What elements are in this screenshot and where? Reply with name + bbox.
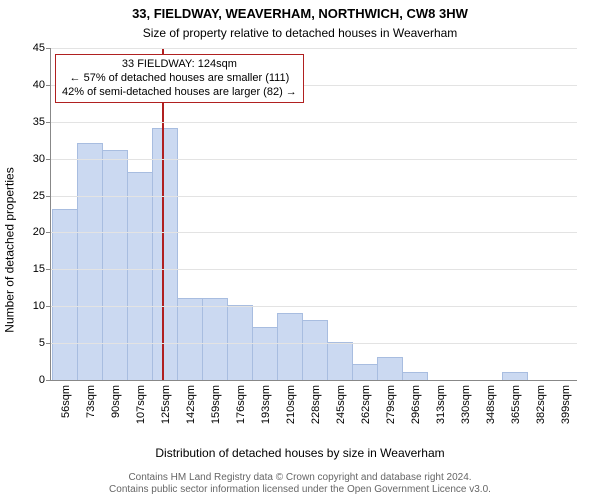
ytick-label: 10: [33, 300, 45, 312]
bar: [402, 372, 428, 380]
footer-line-1: Contains HM Land Registry data © Crown c…: [0, 472, 600, 484]
annotation-line: 42% of semi-detached houses are larger (…: [62, 86, 297, 100]
bar: [277, 313, 303, 380]
gridline: [51, 196, 577, 197]
gridline: [51, 232, 577, 233]
xtick-label: 56sqm: [60, 385, 72, 418]
xtick-label: 228sqm: [310, 385, 322, 424]
footer-line-2: Contains public sector information licen…: [0, 484, 600, 496]
bar: [202, 298, 228, 380]
xtick-label: 365sqm: [510, 385, 522, 424]
xtick-label: 348sqm: [485, 385, 497, 424]
annotation-line: ← 57% of detached houses are smaller (11…: [62, 72, 297, 86]
ytick-label: 40: [33, 79, 45, 91]
chart-title-address: 33, FIELDWAY, WEAVERHAM, NORTHWICH, CW8 …: [0, 6, 600, 21]
ytick-label: 25: [33, 190, 45, 202]
xtick-label: 142sqm: [185, 385, 197, 424]
gridline: [51, 48, 577, 49]
annotation-box: 33 FIELDWAY: 124sqm← 57% of detached hou…: [55, 54, 304, 103]
xtick-label: 330sqm: [460, 385, 472, 424]
ytick-mark: [46, 122, 51, 123]
bar: [77, 143, 103, 380]
bar: [327, 342, 353, 380]
bar: [302, 320, 328, 380]
ytick-label: 35: [33, 116, 45, 128]
xtick-label: 210sqm: [285, 385, 297, 424]
gridline: [51, 269, 577, 270]
gridline: [51, 159, 577, 160]
ytick-label: 20: [33, 226, 45, 238]
ytick-label: 45: [33, 42, 45, 54]
xtick-label: 296sqm: [410, 385, 422, 424]
xtick-label: 73sqm: [85, 385, 97, 418]
bar: [352, 364, 378, 380]
bar: [377, 357, 403, 380]
bar: [127, 172, 153, 380]
xtick-label: 125sqm: [160, 385, 172, 424]
ytick-label: 30: [33, 153, 45, 165]
data-source-footer: Contains HM Land Registry data © Crown c…: [0, 472, 600, 496]
ytick-mark: [46, 196, 51, 197]
bar: [252, 327, 278, 380]
ytick-mark: [46, 380, 51, 381]
xtick-label: 193sqm: [260, 385, 272, 424]
ytick-mark: [46, 269, 51, 270]
xtick-label: 262sqm: [360, 385, 372, 424]
xtick-label: 382sqm: [535, 385, 547, 424]
ytick-label: 15: [33, 263, 45, 275]
gridline: [51, 343, 577, 344]
bar: [52, 209, 78, 380]
ytick-mark: [46, 306, 51, 307]
xtick-label: 399sqm: [560, 385, 572, 424]
plot-area: 33 FIELDWAY: 124sqm← 57% of detached hou…: [50, 48, 577, 381]
x-axis-label: Distribution of detached houses by size …: [0, 446, 600, 460]
gridline: [51, 122, 577, 123]
xtick-label: 176sqm: [235, 385, 247, 424]
y-axis-label: Number of detached properties: [2, 0, 18, 500]
property-size-chart: 33, FIELDWAY, WEAVERHAM, NORTHWICH, CW8 …: [0, 0, 600, 500]
annotation-line: 33 FIELDWAY: 124sqm: [62, 58, 297, 72]
bar: [502, 372, 528, 380]
ytick-mark: [46, 85, 51, 86]
ytick-mark: [46, 48, 51, 49]
xtick-label: 90sqm: [110, 385, 122, 418]
xtick-label: 279sqm: [385, 385, 397, 424]
gridline: [51, 306, 577, 307]
xtick-label: 313sqm: [435, 385, 447, 424]
ytick-mark: [46, 343, 51, 344]
ytick-label: 5: [39, 337, 45, 349]
ytick-mark: [46, 159, 51, 160]
bar: [177, 298, 203, 380]
xtick-label: 245sqm: [335, 385, 347, 424]
xtick-label: 159sqm: [210, 385, 222, 424]
ytick-mark: [46, 232, 51, 233]
ytick-label: 0: [39, 374, 45, 386]
xtick-label: 107sqm: [135, 385, 147, 424]
chart-subtitle: Size of property relative to detached ho…: [0, 26, 600, 40]
bar: [102, 150, 128, 380]
